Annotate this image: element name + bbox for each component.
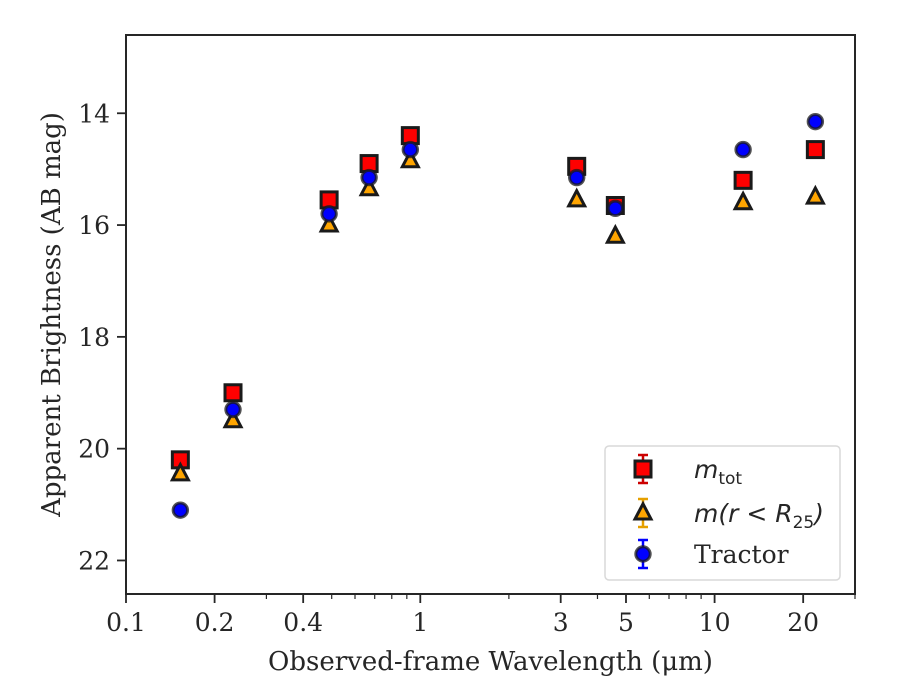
legend-marker (633, 459, 653, 479)
x-tick-label: 0.2 (195, 608, 235, 637)
y-tick-label: 16 (78, 211, 110, 240)
data-point (566, 187, 588, 208)
data-point (399, 148, 421, 169)
legend-box (604, 445, 841, 581)
x-tick-label: 0.4 (283, 608, 323, 637)
data-point (360, 168, 378, 187)
legend-marker (632, 500, 654, 521)
y-tick-label: 22 (78, 546, 110, 575)
data-point (171, 501, 190, 519)
data-point (806, 112, 825, 131)
data-point (804, 184, 826, 205)
plot-frame (125, 34, 856, 595)
data-point (223, 383, 243, 403)
marks-layer (169, 112, 826, 519)
data-point (224, 400, 242, 419)
data-point (320, 205, 338, 223)
legend-label: mtot (694, 455, 742, 489)
data-point (732, 190, 754, 211)
data-point (401, 140, 420, 159)
legend-label: Tractor (694, 540, 789, 569)
x-tick-label: 20 (787, 608, 819, 637)
data-point (318, 212, 340, 233)
x-axis-label: Observed-frame Wavelength (μm) (268, 647, 713, 677)
legend-label: m(r < R25) (694, 499, 824, 533)
y-tick-label: 14 (78, 99, 110, 128)
x-tick-label: 3 (553, 608, 569, 637)
x-tick-label: 10 (699, 608, 731, 637)
x-tick-label: 5 (618, 608, 634, 637)
data-point (606, 199, 625, 217)
data-point (805, 140, 825, 160)
data-point (568, 168, 586, 187)
y-tick-label: 20 (78, 435, 110, 464)
data-point (604, 223, 626, 244)
data-point (733, 170, 753, 190)
series-triangle (169, 148, 826, 482)
axes-layer: 0.1 0.2 0.4 1 3 5 10 20 14 16 18 20 22 (78, 99, 856, 637)
data-point (358, 176, 380, 197)
legend: mtot m(r < R25) Tractor (604, 445, 841, 581)
x-tick-label: 1 (412, 608, 428, 637)
data-point (222, 408, 244, 429)
data-point (169, 461, 191, 482)
y-axis-label: Apparent Brightness (AB mag) (37, 112, 67, 518)
data-point (734, 140, 752, 159)
series-circle (171, 112, 825, 519)
x-tick-label: 0.1 (106, 608, 146, 637)
legend-marker (634, 545, 652, 563)
y-tick-label: 18 (78, 323, 110, 352)
